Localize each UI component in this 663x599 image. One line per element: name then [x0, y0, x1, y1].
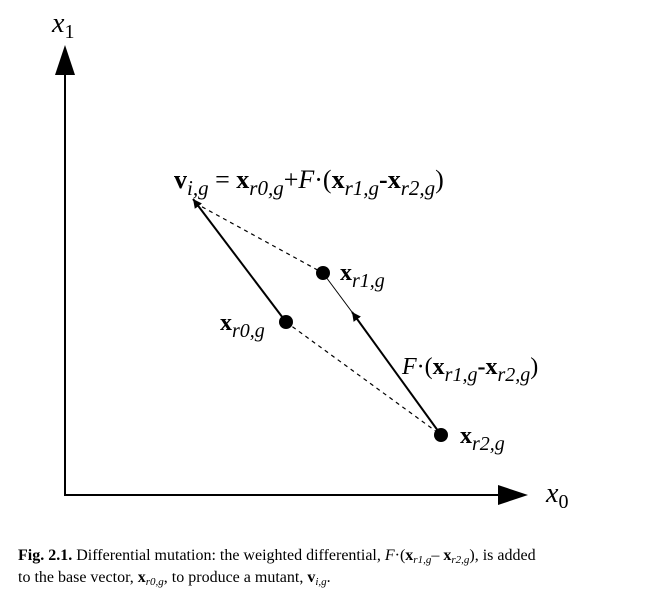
text-part: r2,g: [472, 433, 505, 455]
x-arrowhead: [498, 485, 528, 505]
text-part: .: [327, 569, 331, 586]
text-part: 0: [558, 491, 568, 513]
text-part: -: [379, 165, 388, 194]
text-part: x: [340, 260, 352, 286]
y-arrowhead: [55, 45, 75, 75]
y-axis-label: x1: [51, 8, 74, 43]
text-part: x: [388, 165, 401, 194]
text-part: x: [545, 478, 559, 509]
text-part: 1: [64, 21, 74, 43]
dashed-line: [194, 202, 324, 274]
text-part: Fig. 2.1.: [18, 547, 72, 564]
x-axis-label: x0: [545, 478, 568, 513]
text-part: r0,g: [232, 320, 265, 342]
text-part: r0,g: [249, 176, 283, 200]
point: [279, 315, 293, 329]
mutant-arrow: [192, 198, 287, 323]
text-part: ), is added: [469, 547, 535, 564]
caption: Fig. 2.1. Differential mutation: the wei…: [18, 547, 536, 566]
point-label: xr0,g: [220, 310, 265, 342]
text-part: r1,g: [352, 270, 385, 292]
text-part: v: [174, 165, 187, 194]
text-part: , to produce a mutant,: [164, 569, 308, 586]
text-part: x: [485, 354, 497, 380]
text-part: r0,g: [146, 576, 165, 588]
point: [316, 266, 330, 280]
text-part: r2,g: [451, 554, 470, 566]
text-part: +: [284, 165, 299, 194]
text-part: ): [435, 165, 444, 194]
text-part: x: [236, 165, 249, 194]
text-part: x: [332, 165, 345, 194]
text-part: i,g: [315, 576, 327, 588]
mutant-label: vi,g = xr0,g+F·(xr1,g-xr2,g): [174, 165, 444, 200]
text-part: -: [477, 354, 485, 380]
text-part: x: [220, 310, 232, 336]
text-part: F: [297, 165, 315, 194]
differential-line: [322, 272, 353, 313]
text-part: ·(: [314, 165, 331, 194]
text-part: r1,g: [413, 554, 432, 566]
text-part: x: [460, 423, 472, 449]
text-part: ): [530, 354, 538, 380]
text-part: x: [51, 8, 65, 39]
differential-label: F·(xr1,g-xr2,g): [401, 354, 538, 386]
point-label: xr2,g: [460, 423, 505, 455]
text-part: x: [405, 547, 413, 564]
text-part: v: [307, 569, 315, 586]
text-part: x: [433, 354, 445, 380]
text-part: –: [430, 547, 443, 564]
text-part: r1,g: [345, 176, 379, 200]
text-part: to the base vector,: [18, 569, 138, 586]
text-part: r1,g: [445, 364, 478, 386]
point-label: xr1,g: [340, 260, 385, 292]
text-part: x: [443, 547, 451, 564]
text-part: Differential mutation: the weighted diff…: [72, 547, 385, 564]
text-part: i,g: [187, 176, 209, 200]
differential-arrow: [351, 311, 442, 436]
text-part: r2,g: [497, 364, 530, 386]
text-part: ·(: [417, 354, 433, 380]
text-part: F: [384, 547, 395, 564]
text-part: ·(: [395, 547, 406, 564]
caption: to the base vector, xr0,g, to produce a …: [18, 569, 331, 588]
text-part: r2,g: [401, 176, 435, 200]
text-part: F: [401, 354, 417, 380]
point: [434, 428, 448, 442]
text-part: =: [209, 165, 237, 194]
text-part: x: [138, 569, 146, 586]
